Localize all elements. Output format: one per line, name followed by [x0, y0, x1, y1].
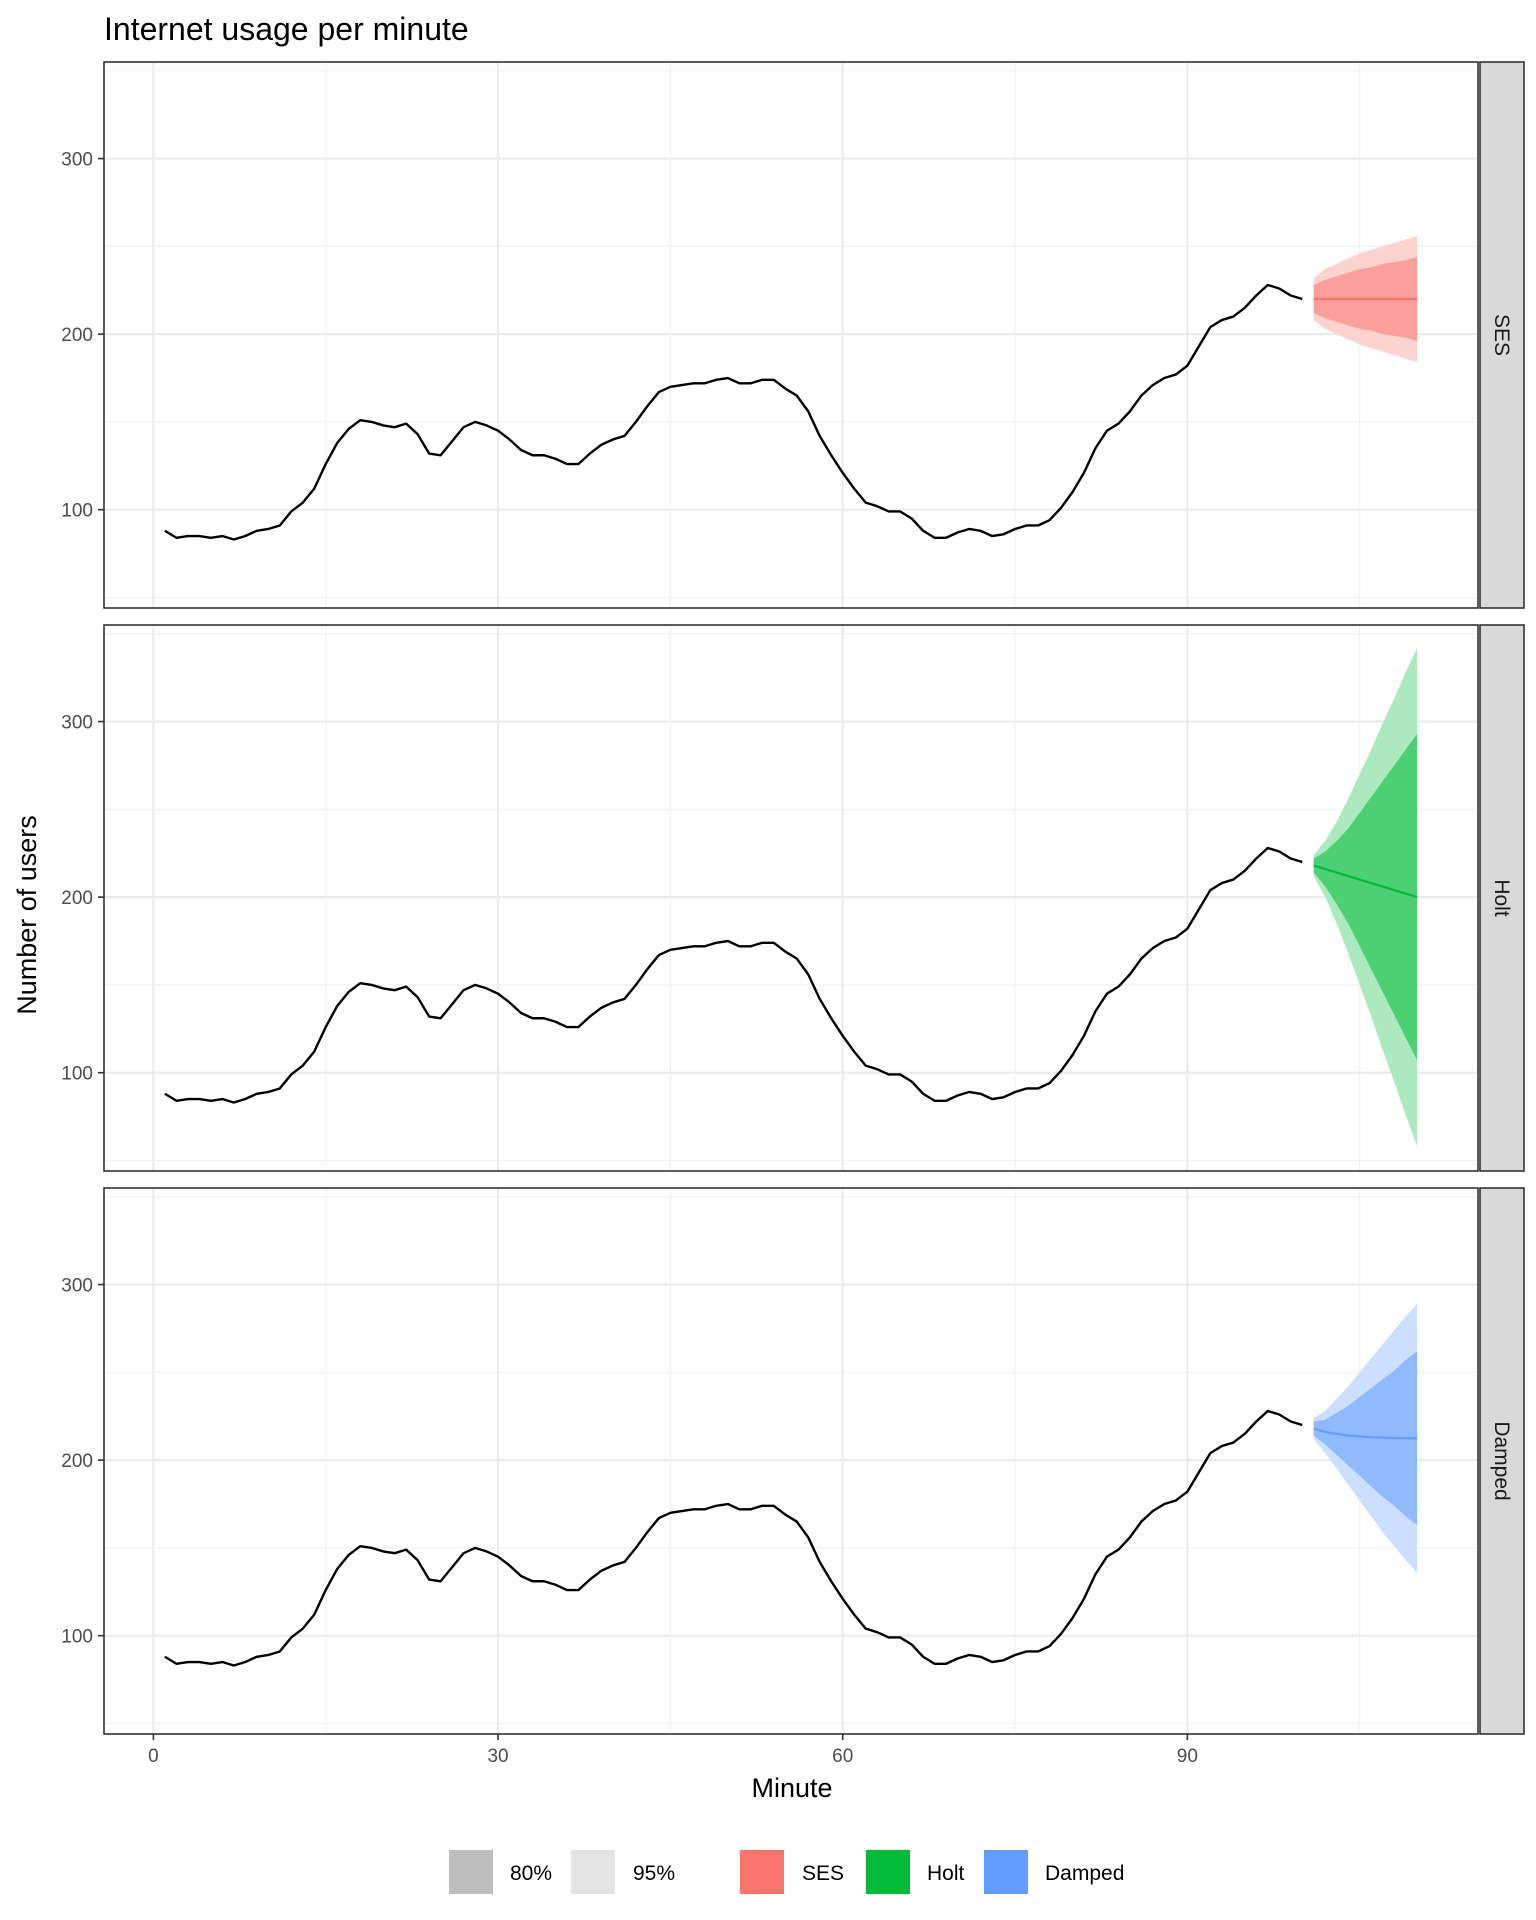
x-axis-title: Minute	[751, 1773, 832, 1803]
observed-line	[164, 283, 1303, 541]
facet-strip	[1479, 624, 1525, 1172]
legend-key-95pct	[571, 1850, 615, 1894]
facet-strip-label: SES	[1490, 314, 1513, 356]
facet-strip-label: Holt	[1490, 879, 1513, 917]
panel-border	[103, 61, 1479, 609]
y-tick-label: 200	[61, 325, 93, 346]
x-tick-label: 0	[148, 1746, 159, 1767]
panel-holt: 100 200 300 Holt	[61, 624, 1525, 1172]
panel-damped: 100 200 300 Damped	[61, 1187, 1525, 1735]
facet-strip	[1479, 1187, 1525, 1735]
legend-key-ses	[740, 1850, 784, 1894]
y-tick-label: 200	[61, 888, 93, 909]
y-tick-label: 300	[61, 1276, 93, 1297]
x-tick-label: 90	[1177, 1746, 1198, 1767]
band-80-damped	[1313, 1351, 1418, 1526]
x-axis: 0 30 60 90	[148, 1734, 1198, 1767]
legend-label-damped: Damped	[1045, 1862, 1124, 1885]
legend-key-80pct	[449, 1850, 493, 1894]
legend: 80% 95% SES Holt Damped	[449, 1850, 1124, 1894]
facet-strip	[1479, 61, 1525, 609]
y-axis-title: Number of users	[12, 815, 42, 1015]
band-80-holt	[1313, 733, 1418, 1061]
forecast-line-damped	[1313, 1427, 1418, 1440]
forecast-line-holt	[1313, 864, 1418, 899]
y-tick-label: 100	[61, 501, 93, 522]
observed-line	[164, 1409, 1303, 1667]
panel-ses: 100 200 300 SES	[61, 61, 1525, 609]
facet-panels: 100 200 300 SES 100 200 300 Holt 100 200 300 Damped	[61, 61, 1525, 1735]
legend-label-95pct: 95%	[633, 1862, 675, 1885]
y-tick-label: 100	[61, 1064, 93, 1085]
x-tick-label: 60	[832, 1746, 853, 1767]
facet-strip-label: Damped	[1490, 1421, 1513, 1500]
legend-label-ses: SES	[802, 1862, 844, 1885]
legend-key-holt	[866, 1850, 910, 1894]
x-tick-label: 30	[487, 1746, 508, 1767]
observed-line	[164, 846, 1303, 1104]
panel-border	[103, 1187, 1479, 1735]
panel-border	[103, 624, 1479, 1172]
legend-label-80pct: 80%	[510, 1862, 552, 1885]
y-tick-label: 200	[61, 1451, 93, 1472]
legend-key-damped	[984, 1850, 1028, 1894]
legend-label-holt: Holt	[927, 1862, 965, 1885]
y-tick-label: 300	[61, 713, 93, 734]
y-tick-label: 300	[61, 150, 93, 171]
chart-title: Internet usage per minute	[104, 11, 469, 47]
y-tick-label: 100	[61, 1627, 93, 1648]
